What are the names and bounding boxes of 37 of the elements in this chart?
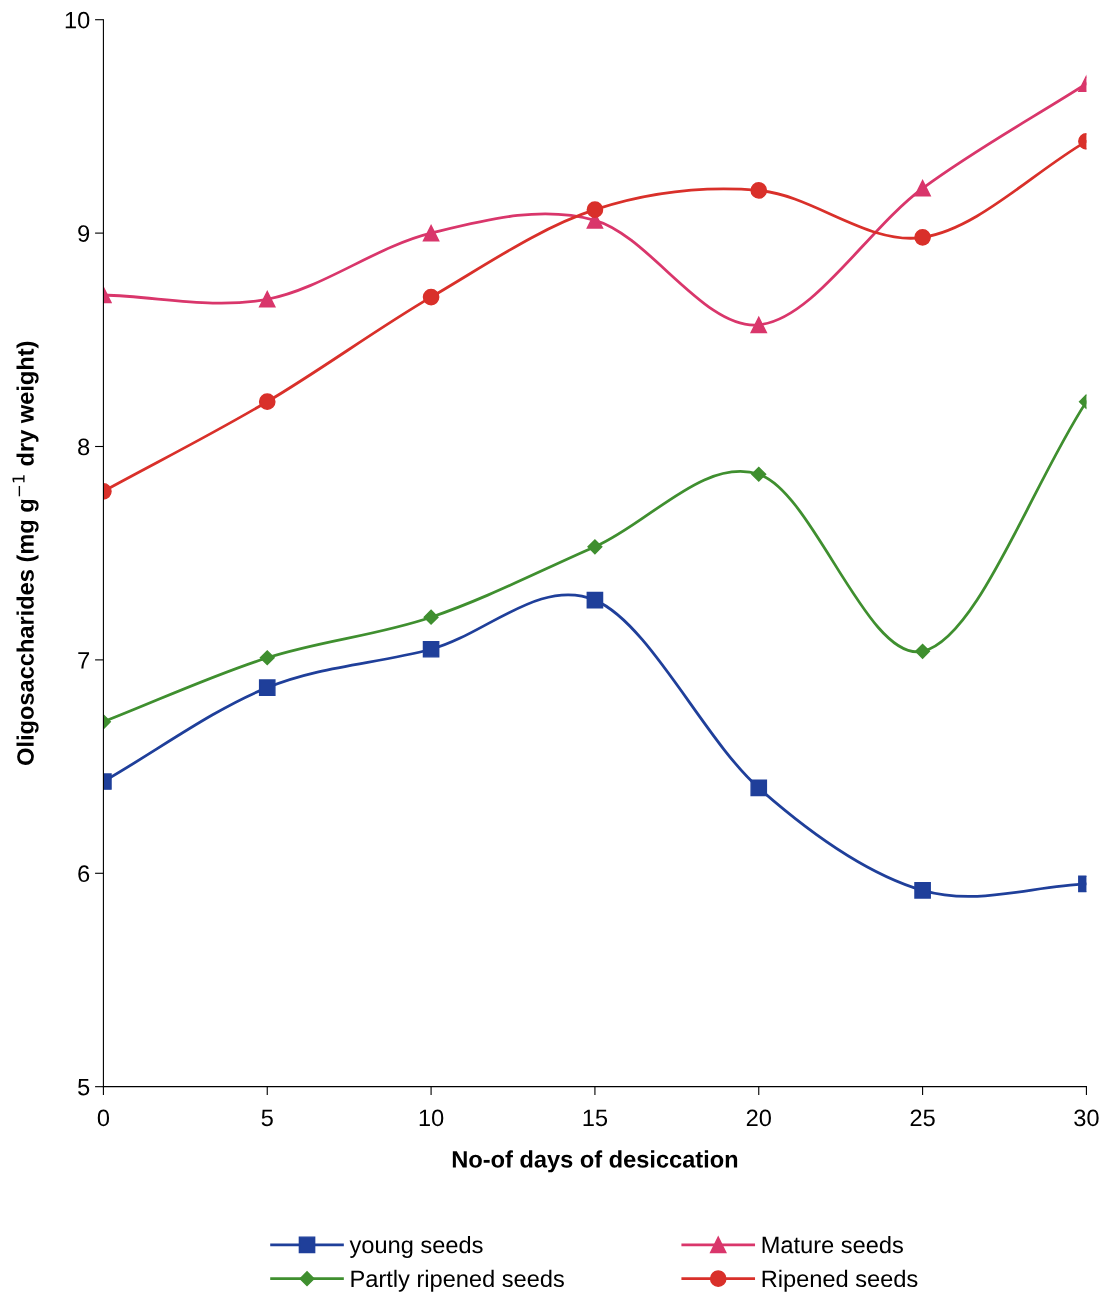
y-tick-label: 6 [78, 865, 90, 883]
point [914, 229, 931, 246]
point [914, 179, 931, 197]
point [258, 290, 276, 308]
point [423, 609, 439, 625]
y-tick-label: 10 [65, 11, 90, 29]
legend-label: young seeds [349, 1235, 483, 1258]
point [422, 288, 440, 306]
point [422, 640, 440, 658]
y-tick-label: 5 [78, 1078, 90, 1096]
y-tick-label: 7 [78, 652, 90, 669]
y-tick-label: 9 [78, 225, 90, 242]
point [587, 539, 603, 555]
point [259, 650, 275, 666]
x-axis-title: No-of days of desiccation [452, 1150, 738, 1173]
point [750, 182, 768, 199]
x-tick-label: 0 [97, 1109, 110, 1127]
legend-label: Mature seeds [762, 1235, 903, 1254]
point [258, 393, 276, 411]
point [422, 224, 440, 242]
legend-label: Ripened seeds [762, 1269, 918, 1292]
point [751, 466, 767, 482]
y-axis-title: Oligosaccharides (mg g$^{−1}$ dry weight) [12, 341, 39, 765]
legend-label: Partly ripened seeds [351, 1269, 564, 1292]
x-tick-label: 20 [746, 1109, 771, 1127]
point [750, 779, 768, 797]
point [258, 679, 276, 696]
y-tick-label: 8 [78, 438, 90, 456]
point [914, 882, 931, 899]
x-tick-label: 10 [419, 1109, 444, 1127]
x-tick-label: 25 [910, 1109, 935, 1127]
point [750, 316, 768, 334]
point [586, 201, 604, 218]
x-tick-label: 30 [1074, 1109, 1099, 1127]
point [586, 591, 604, 609]
x-tick-label: 5 [261, 1109, 273, 1127]
x-tick-label: 15 [583, 1109, 608, 1127]
